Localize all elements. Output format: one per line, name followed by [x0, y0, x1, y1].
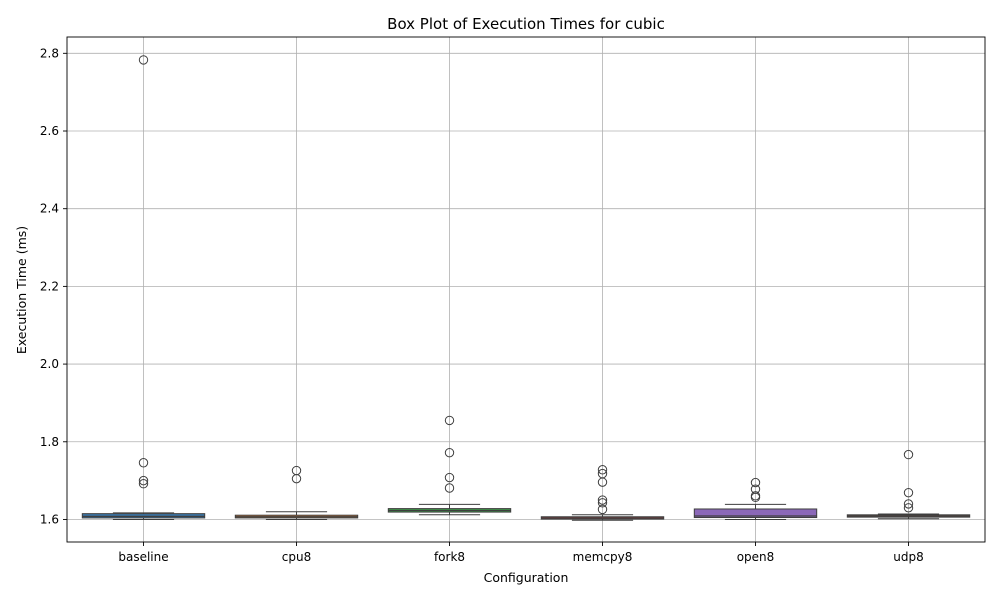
x-tick-label-open8: open8	[737, 550, 775, 564]
box-layer	[81, 55, 971, 521]
y-tick-label: 2.6	[40, 124, 59, 138]
box-open8	[693, 477, 818, 520]
box-body	[693, 508, 818, 519]
grid-layer	[67, 37, 985, 542]
outlier-point	[750, 477, 761, 488]
x-tick-label-fork8: fork8	[434, 550, 465, 564]
y-tick-label: 1.8	[40, 435, 59, 449]
outlier-point	[597, 477, 608, 487]
y-tick-label: 2.8	[40, 46, 59, 60]
x-tick-label-udp8: udp8	[893, 550, 923, 564]
outlier-point	[138, 55, 149, 65]
outlier-point	[903, 499, 914, 509]
outlier-point	[138, 479, 149, 489]
box-baseline	[81, 55, 206, 520]
outlier-point	[138, 475, 149, 486]
x-tick-label-memcpy8: memcpy8	[573, 550, 633, 564]
outlier-point	[597, 498, 608, 508]
box-memcpy8	[540, 465, 665, 521]
outlier-point	[444, 415, 455, 426]
outlier-point	[291, 473, 302, 484]
y-tick-label: 2.4	[40, 202, 59, 216]
x-tick-label-baseline: baseline	[118, 550, 168, 564]
x-axis-label: Configuration	[484, 570, 569, 585]
y-tick-label: 2.2	[40, 279, 59, 293]
tick-layer: 1.6 1.8 2.0 2.2 2.4 2.6 2.8 baseline cpu8 fork8 me…	[40, 46, 924, 564]
chart-title: Box Plot of Execution Times for cubic	[387, 15, 665, 33]
outlier-point	[444, 483, 455, 493]
y-axis-label: Execution Time (ms)	[14, 226, 29, 354]
x-tick-label-cpu8: cpu8	[282, 550, 311, 564]
outlier-point	[903, 449, 914, 460]
y-tick-label: 1.6	[40, 512, 59, 526]
outlier-point	[750, 492, 761, 503]
box-udp8	[846, 449, 971, 520]
outlier-point	[444, 447, 455, 458]
box-fork8	[387, 415, 512, 516]
outlier-point	[138, 458, 149, 468]
outlier-point	[444, 472, 455, 483]
plot-frame	[66, 36, 986, 543]
outlier-point	[903, 487, 914, 498]
y-tick-label: 2.0	[40, 357, 59, 371]
outlier-point	[597, 495, 608, 505]
outlier-point	[597, 504, 608, 515]
outlier-point	[597, 465, 608, 475]
box-cpu8	[234, 465, 359, 520]
outlier-point	[903, 503, 914, 513]
